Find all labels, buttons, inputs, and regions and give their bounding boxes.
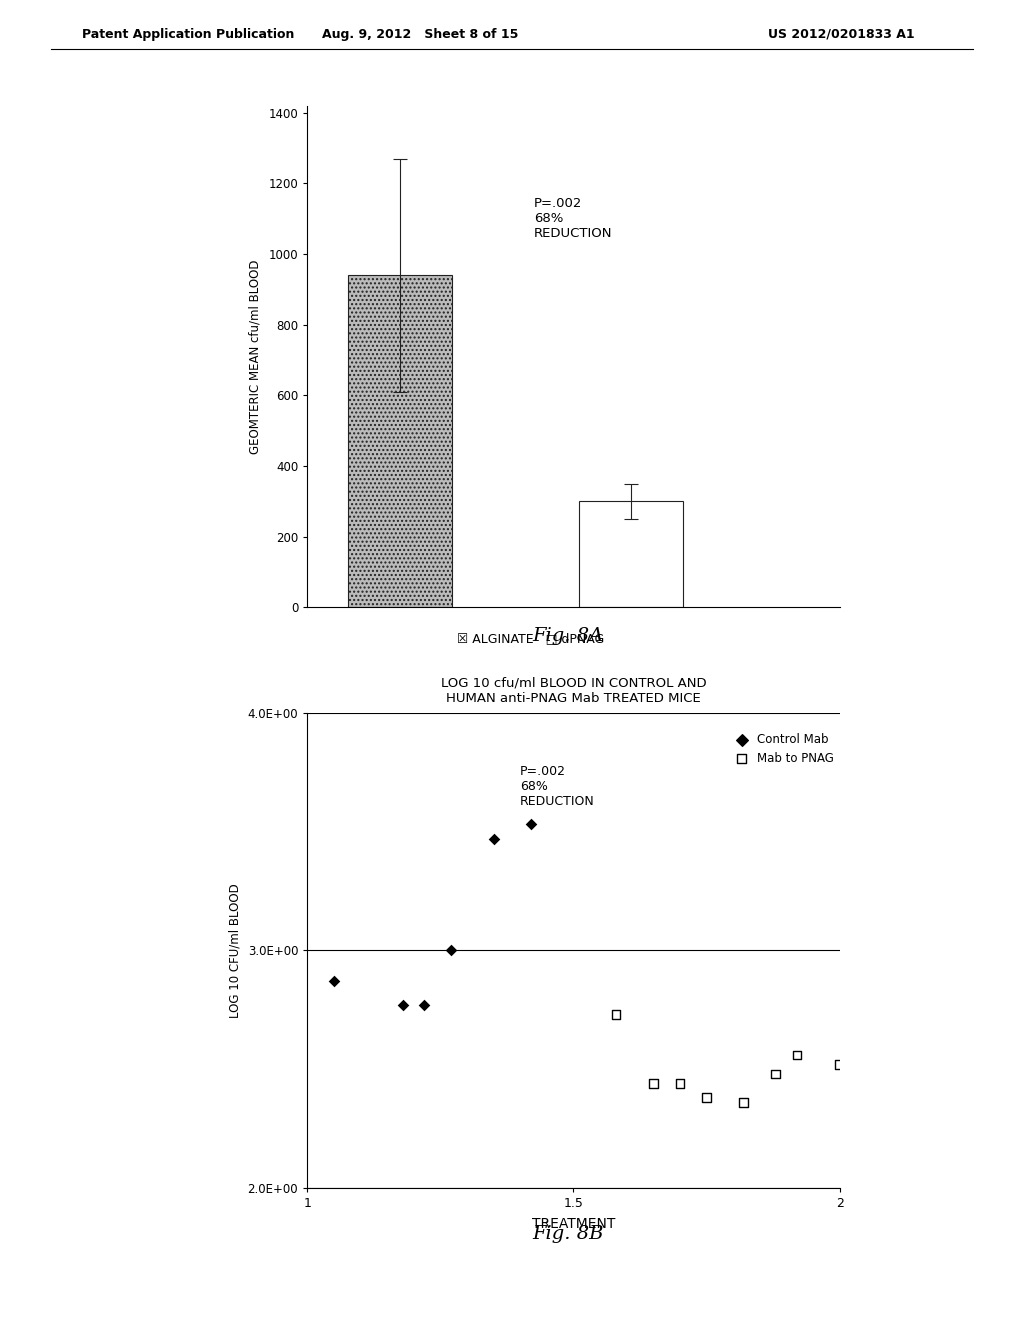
Text: US 2012/0201833 A1: US 2012/0201833 A1 [768,28,914,41]
Text: Aug. 9, 2012   Sheet 8 of 15: Aug. 9, 2012 Sheet 8 of 15 [322,28,518,41]
Text: P=.002
68%
REDUCTION: P=.002 68% REDUCTION [520,766,595,808]
Text: Patent Application Publication: Patent Application Publication [82,28,294,41]
Point [395,994,412,1015]
Point [416,994,432,1015]
Text: ☒ ALGINATE   □ dPNAG: ☒ ALGINATE □ dPNAG [458,632,604,645]
Point [768,1064,784,1085]
Y-axis label: LOG 10 CFU/ml BLOOD: LOG 10 CFU/ml BLOOD [229,883,242,1018]
Point [788,1044,805,1065]
Point [645,1073,662,1094]
Bar [348,275,452,607]
Point [735,1092,752,1113]
Point [698,1088,715,1109]
Legend: Control Mab, Mab to PNAG: Control Mab, Mab to PNAG [730,733,834,764]
Point [442,940,459,961]
Bar [580,502,683,607]
Point [831,1053,848,1074]
Point [522,814,539,836]
Point [326,970,342,991]
Text: Fig. 8A: Fig. 8A [532,627,604,645]
Y-axis label: GEOMTERIC MEAN cfu/ml BLOOD: GEOMTERIC MEAN cfu/ml BLOOD [249,259,261,454]
Text: Fig. 8B: Fig. 8B [532,1225,604,1243]
Point [608,1005,625,1026]
Point [485,828,502,849]
X-axis label: TREATMENT: TREATMENT [531,1217,615,1232]
Text: P=.002
68%
REDUCTION: P=.002 68% REDUCTION [535,198,612,240]
Title: LOG 10 cfu/ml BLOOD IN CONTROL AND
HUMAN anti-PNAG Mab TREATED MICE: LOG 10 cfu/ml BLOOD IN CONTROL AND HUMAN… [440,677,707,705]
Point [672,1073,688,1094]
